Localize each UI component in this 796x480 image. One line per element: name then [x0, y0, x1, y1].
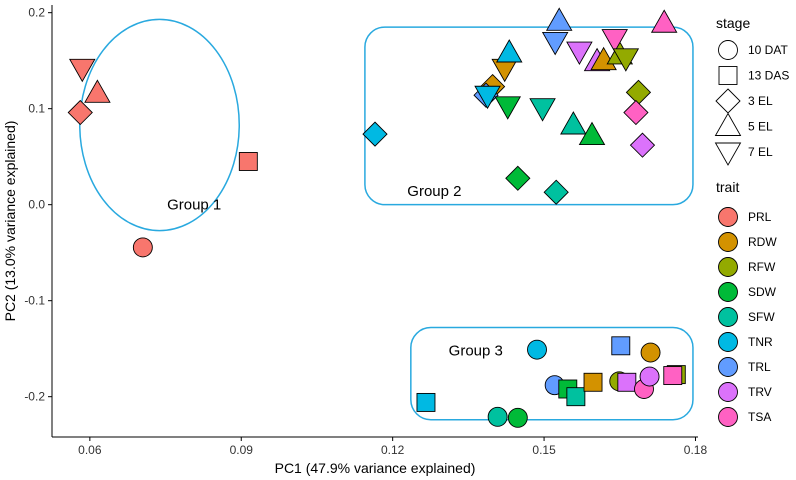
x-tick-label: 0.12	[381, 443, 405, 457]
trait-legend-label: TSA	[748, 410, 771, 424]
data-point	[623, 99, 649, 126]
data-point	[84, 79, 111, 103]
group-outline	[364, 26, 694, 206]
x-tick-label: 0.09	[230, 443, 254, 457]
trait-legend-key	[718, 257, 738, 277]
x-axis-title: PC1 (47.9% variance explained)	[275, 460, 476, 476]
stage-legend-key	[715, 88, 741, 114]
trait-legend-key	[718, 282, 738, 302]
data-point	[640, 342, 661, 363]
data-point	[541, 32, 569, 56]
x-tick-label: 0.06	[78, 443, 102, 457]
data-point	[527, 339, 547, 360]
trait-legend-key	[718, 332, 738, 352]
data-point	[494, 96, 522, 120]
stage-legend-label: 13 DAS	[748, 69, 789, 83]
trait-legend-key	[718, 207, 738, 227]
stage-legend-title: stage	[716, 15, 750, 31]
stage-legend-key	[714, 112, 742, 136]
group-label: Group 1	[167, 197, 221, 214]
x-tick-label: 0.18	[684, 443, 708, 457]
data-point	[545, 7, 573, 31]
data-point	[132, 237, 153, 258]
stage-legend-label: 10 DAT	[748, 43, 788, 57]
x-tick-label: 0.15	[532, 443, 556, 457]
data-point	[612, 48, 640, 72]
data-point	[578, 121, 606, 146]
data-point	[617, 372, 637, 392]
y-tick-label: 0.1	[28, 102, 45, 116]
group-label: Group 3	[449, 343, 503, 360]
data-point	[487, 406, 508, 427]
trait-legend-key	[718, 407, 738, 427]
trait-legend-label: TRL	[748, 360, 771, 374]
y-tick-label: 0.2	[28, 6, 45, 20]
data-point	[583, 372, 603, 392]
data-point	[416, 392, 436, 412]
trait-legend-title: trait	[716, 179, 739, 195]
group-outline	[79, 18, 240, 232]
group-outlines: Group 1 Group 2 Group 3	[79, 18, 694, 421]
y-tick-label: -0.1	[24, 294, 45, 308]
data-point	[543, 179, 569, 205]
stage-legend-label: 7 EL	[748, 145, 773, 159]
trait-legend-label: PRL	[748, 210, 772, 224]
trait-legend-label: RDW	[748, 235, 777, 249]
data-point	[362, 121, 388, 147]
data-point	[474, 85, 501, 110]
data-points	[67, 7, 686, 428]
data-point	[566, 41, 593, 65]
trait-legend: trait PRL RDW RFW SDW SFW TNR TRL TRV TSA	[716, 179, 777, 427]
data-point	[629, 132, 656, 158]
trait-legend-key	[718, 382, 738, 402]
stage-legend-label: 3 EL	[748, 94, 773, 108]
trait-legend-label: RFW	[748, 260, 776, 274]
y-ticks: -0.2 -0.1 0.0 0.1 0.2	[24, 6, 52, 404]
trait-legend-label: TRV	[748, 385, 772, 399]
data-point	[505, 165, 531, 191]
data-point	[238, 152, 258, 171]
data-point	[611, 336, 631, 356]
x-ticks: 0.06 0.09 0.12 0.15 0.18	[78, 437, 707, 457]
trait-legend-label: SFW	[748, 310, 775, 324]
data-point	[560, 111, 587, 135]
group-label: Group 2	[407, 183, 461, 200]
data-point	[507, 407, 528, 428]
y-tick-label: -0.2	[24, 390, 45, 404]
data-point	[650, 9, 678, 33]
stage-legend-key	[718, 40, 738, 60]
axes	[51, 5, 698, 438]
data-point	[566, 387, 586, 407]
stage-legend-key	[718, 66, 738, 85]
data-point	[529, 98, 556, 122]
data-point	[639, 366, 660, 387]
trait-legend-key	[718, 307, 738, 327]
trait-legend-key	[718, 357, 738, 377]
stage-legend-label: 5 EL	[748, 120, 773, 134]
data-point	[601, 29, 628, 53]
data-point	[495, 39, 523, 63]
data-point	[67, 99, 93, 126]
stage-legend-key	[714, 142, 742, 166]
stage-legend: stage 10 DAT 13 DAS 3 EL 5 EL 7 EL	[714, 15, 789, 166]
trait-legend-label: SDW	[748, 285, 777, 299]
y-axis-title: PC2 (13.0% variance explained)	[2, 121, 18, 322]
data-point	[69, 58, 96, 83]
trait-legend-key	[718, 232, 738, 252]
y-tick-label: 0.0	[28, 198, 45, 212]
data-point	[625, 79, 652, 105]
data-point	[663, 366, 683, 386]
group-outline	[410, 326, 694, 421]
trait-legend-label: TNR	[748, 335, 773, 349]
